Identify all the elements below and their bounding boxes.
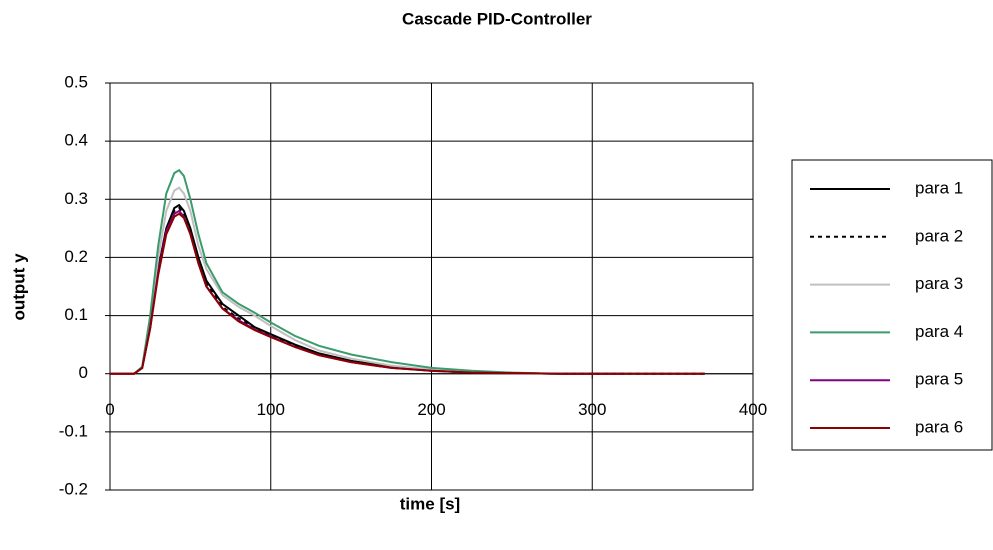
y-tick-label: 0.2: [64, 247, 88, 266]
y-tick-label: -0.1: [59, 421, 88, 440]
y-tick-label: 0.5: [64, 72, 88, 91]
y-axis-label: output y: [9, 253, 28, 321]
x-axis-label: time [s]: [400, 494, 460, 513]
x-tick-label: 300: [578, 400, 606, 419]
legend-label: para 4: [915, 322, 963, 341]
x-tick-label: 400: [739, 400, 767, 419]
legend-label: para 1: [915, 178, 963, 197]
legend-label: para 3: [915, 274, 963, 293]
legend-label: para 6: [915, 417, 963, 436]
y-tick-label: 0.3: [64, 189, 88, 208]
y-tick-label: 0.4: [64, 131, 88, 150]
series-line: [110, 186, 561, 375]
series-line: [110, 212, 705, 375]
series-line: [110, 168, 561, 375]
y-tick-label: 0.1: [64, 305, 88, 324]
x-tick-label: 100: [257, 400, 285, 419]
legend-label: para 2: [915, 226, 963, 245]
x-tick-label: 200: [417, 400, 445, 419]
chart-title: Cascade PID-Controller: [402, 9, 592, 28]
y-tick-label: 0: [79, 363, 88, 382]
y-tick-label: -0.2: [59, 479, 88, 498]
legend-label: para 5: [915, 370, 963, 389]
legend-box: [791, 159, 993, 451]
